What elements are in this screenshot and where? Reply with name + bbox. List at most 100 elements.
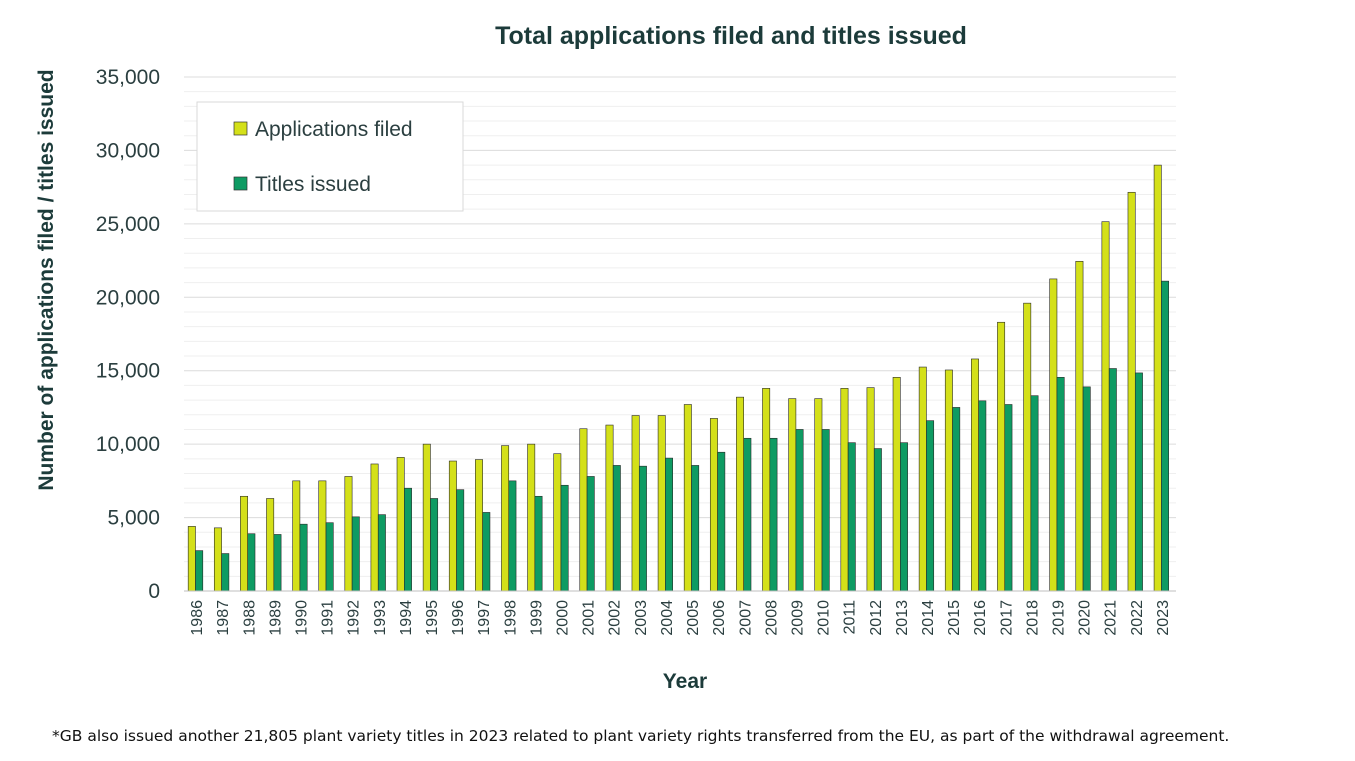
x-tick-label: 1998 <box>502 600 519 636</box>
bar-applications-filed <box>840 388 849 592</box>
bar-titles-issued <box>1056 377 1065 592</box>
footnote: *GB also issued another 21,805 plant var… <box>52 727 1230 745</box>
bar-titles-issued <box>221 553 230 592</box>
x-tick-label: 1991 <box>320 600 337 636</box>
x-tick-label: 1989 <box>267 600 284 636</box>
bars <box>184 164 1176 592</box>
y-tick-label: 25,000 <box>96 213 160 236</box>
bar-applications-filed <box>892 377 901 592</box>
x-tick-label: 2023 <box>1155 600 1172 636</box>
x-tick-label: 2021 <box>1103 600 1120 636</box>
bar-applications-filed <box>292 480 301 592</box>
bar-applications-filed <box>866 387 875 592</box>
y-tick-label: 20,000 <box>96 286 160 309</box>
bar-applications-filed <box>370 463 379 592</box>
x-tick-label: 2011 <box>842 600 859 635</box>
bar-titles-issued <box>1082 386 1091 592</box>
bar-applications-filed <box>240 495 248 592</box>
x-axis-ticks: 1986 1987 1988 1989 1990 1991 1992 1993 1994 1995… <box>189 600 1172 636</box>
bar-titles-issued <box>325 522 334 592</box>
bar-applications-filed <box>448 460 457 592</box>
bar-applications-filed <box>788 398 797 592</box>
bar-titles-issued <box>1161 280 1169 592</box>
x-tick-label: 2016 <box>972 600 989 636</box>
bar-titles-issued <box>952 407 961 592</box>
bar-titles-issued <box>351 516 360 592</box>
bar-titles-issued <box>456 489 465 592</box>
y-tick-label: 10,000 <box>96 433 160 456</box>
legend-label-applications: Applications filed <box>255 118 413 141</box>
bar-applications-filed <box>344 476 353 592</box>
bar-applications-filed <box>971 358 979 592</box>
bar-titles-issued <box>1134 372 1143 592</box>
x-tick-label: 1992 <box>346 600 363 636</box>
bar-applications-filed <box>918 366 927 592</box>
x-tick-label: 1988 <box>241 600 258 636</box>
bar-titles-issued <box>195 550 204 592</box>
x-tick-label: 1987 <box>215 600 232 636</box>
bar-applications-filed <box>657 415 666 592</box>
legend-swatch-applications <box>233 121 248 136</box>
x-tick-label: 2018 <box>1024 600 1041 636</box>
bar-applications-filed <box>1023 302 1032 592</box>
bar-applications-filed <box>213 527 222 592</box>
bar-titles-issued <box>247 533 256 592</box>
x-tick-label: 2015 <box>946 600 963 636</box>
bar-titles-issued <box>299 523 308 592</box>
bar-applications-filed <box>1153 164 1162 592</box>
bar-applications-filed <box>422 443 431 592</box>
bar-applications-filed <box>527 443 536 592</box>
x-tick-label: 2005 <box>685 600 702 636</box>
x-tick-label: 2012 <box>868 600 885 636</box>
x-tick-label: 2014 <box>920 600 937 636</box>
bar-applications-filed <box>475 459 483 592</box>
legend: Applications filed Titles issued <box>196 101 464 212</box>
x-tick-label: 2019 <box>1051 600 1068 636</box>
bar-titles-issued <box>900 442 908 592</box>
bar-titles-issued <box>926 420 935 592</box>
x-tick-label: 2001 <box>581 600 598 636</box>
y-tick-label: 15,000 <box>96 360 160 383</box>
chart-title: Total applications filed and titles issu… <box>495 22 967 50</box>
x-tick-label: 2020 <box>1077 600 1094 636</box>
x-axis-label: Year <box>663 670 707 693</box>
bar-titles-issued <box>821 429 830 592</box>
x-tick-label: 2022 <box>1129 600 1146 636</box>
x-tick-label: 2002 <box>607 600 624 636</box>
bar-applications-filed <box>762 388 771 592</box>
x-tick-label: 2013 <box>894 600 911 636</box>
bar-applications-filed <box>501 445 510 592</box>
y-tick-label: 35,000 <box>96 66 160 89</box>
bar-titles-issued <box>847 442 856 592</box>
bar-applications-filed <box>396 457 405 592</box>
bar-titles-issued <box>1108 368 1117 592</box>
bar-titles-issued <box>769 437 778 592</box>
bar-applications-filed <box>1075 261 1084 592</box>
legend-box <box>196 101 464 212</box>
bar-titles-issued <box>1030 395 1039 592</box>
bar-applications-filed <box>605 424 614 592</box>
x-tick-label: 1993 <box>372 600 389 636</box>
legend-label-titles: Titles issued <box>255 173 371 196</box>
bar-applications-filed <box>318 480 327 592</box>
bar-titles-issued <box>612 465 621 592</box>
x-tick-label: 1996 <box>450 600 467 636</box>
bar-titles-issued <box>377 514 386 592</box>
x-tick-label: 1986 <box>189 600 206 636</box>
bar-applications-filed <box>579 428 588 592</box>
x-tick-label: 2003 <box>633 600 650 636</box>
legend-swatch-titles <box>233 176 248 191</box>
bar-titles-issued <box>873 448 882 592</box>
x-tick-label: 1994 <box>398 600 415 636</box>
bar-titles-issued <box>586 476 595 592</box>
x-tick-label: 2017 <box>998 600 1015 636</box>
bar-titles-issued <box>795 429 804 592</box>
bar-titles-issued <box>430 498 439 592</box>
bar-applications-filed <box>1101 221 1110 592</box>
x-tick-label: 1995 <box>424 600 441 636</box>
bar-titles-issued <box>1004 404 1013 592</box>
x-tick-label: 2009 <box>789 600 806 636</box>
bar-titles-issued <box>534 495 543 592</box>
bar-titles-issued <box>404 487 412 592</box>
bar-applications-filed <box>683 404 692 592</box>
